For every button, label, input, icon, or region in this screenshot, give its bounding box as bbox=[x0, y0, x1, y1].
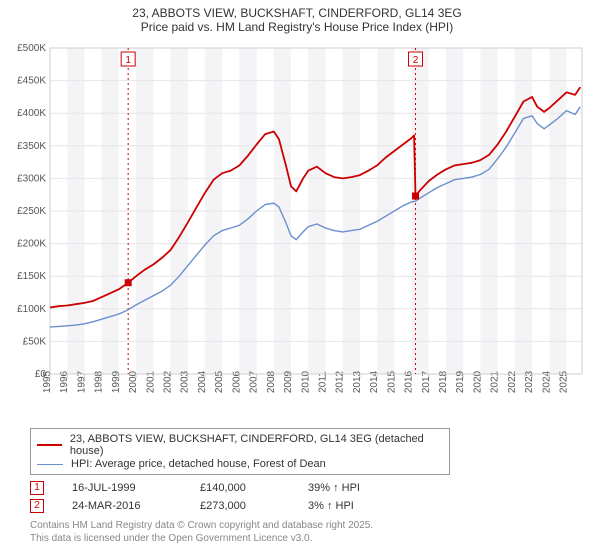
svg-text:2: 2 bbox=[413, 55, 419, 66]
legend-swatch bbox=[37, 444, 62, 446]
event-date: 16-JUL-1999 bbox=[72, 482, 172, 494]
event-delta: 3% ↑ HPI bbox=[308, 500, 398, 512]
legend-label: 23, ABBOTS VIEW, BUCKSHAFT, CINDERFORD, … bbox=[70, 433, 443, 457]
events-table: 1 16-JUL-1999 £140,000 39% ↑ HPI 2 24-MAR-201… bbox=[30, 481, 590, 513]
chart-title: 23, ABBOTS VIEW, BUCKSHAFT, CINDERFORD, … bbox=[4, 6, 590, 34]
event-row: 2 24-MAR-2016 £273,000 3% ↑ HPI bbox=[30, 499, 590, 513]
event-date: 24-MAR-2016 bbox=[72, 500, 172, 512]
svg-text:£450K: £450K bbox=[17, 76, 46, 87]
title-line-1: 23, ABBOTS VIEW, BUCKSHAFT, CINDERFORD, … bbox=[4, 6, 590, 20]
title-line-2: Price paid vs. HM Land Registry's House … bbox=[4, 20, 590, 34]
legend-row: 23, ABBOTS VIEW, BUCKSHAFT, CINDERFORD, … bbox=[37, 433, 443, 457]
svg-text:£200K: £200K bbox=[17, 239, 46, 250]
event-delta: 39% ↑ HPI bbox=[308, 482, 398, 494]
plot-area: £0£50K£100K£150K£200K£250K£300K£350K£400… bbox=[6, 40, 588, 420]
svg-text:£100K: £100K bbox=[17, 304, 46, 315]
svg-text:£350K: £350K bbox=[17, 141, 46, 152]
legend-row: HPI: Average price, detached house, Fore… bbox=[37, 458, 443, 470]
event-marker: 1 bbox=[30, 481, 44, 495]
svg-text:£250K: £250K bbox=[17, 206, 46, 217]
footer-line-1: Contains HM Land Registry data © Crown c… bbox=[30, 519, 590, 532]
footer-attribution: Contains HM Land Registry data © Crown c… bbox=[30, 519, 590, 545]
legend: 23, ABBOTS VIEW, BUCKSHAFT, CINDERFORD, … bbox=[30, 428, 450, 475]
footer-line-2: This data is licensed under the Open Gov… bbox=[30, 532, 590, 545]
chart-container: 23, ABBOTS VIEW, BUCKSHAFT, CINDERFORD, … bbox=[0, 0, 600, 549]
event-row: 1 16-JUL-1999 £140,000 39% ↑ HPI bbox=[30, 481, 590, 495]
event-price: £273,000 bbox=[200, 500, 280, 512]
svg-text:£150K: £150K bbox=[17, 271, 46, 282]
svg-text:£500K: £500K bbox=[17, 43, 46, 54]
legend-swatch bbox=[37, 464, 63, 465]
svg-text:£400K: £400K bbox=[17, 108, 46, 119]
event-price: £140,000 bbox=[200, 482, 280, 494]
svg-text:1: 1 bbox=[125, 55, 131, 66]
chart-svg: £0£50K£100K£150K£200K£250K£300K£350K£400… bbox=[6, 40, 588, 420]
svg-text:£50K: £50K bbox=[23, 336, 47, 347]
legend-label: HPI: Average price, detached house, Fore… bbox=[71, 458, 326, 470]
event-marker: 2 bbox=[30, 499, 44, 513]
svg-text:£300K: £300K bbox=[17, 173, 46, 184]
